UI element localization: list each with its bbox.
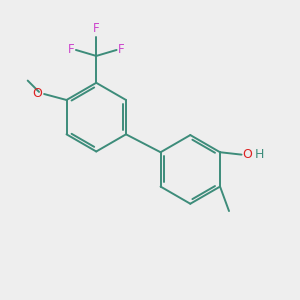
Text: H: H xyxy=(255,148,264,161)
Text: O: O xyxy=(243,148,253,161)
Text: O: O xyxy=(33,87,43,100)
Text: F: F xyxy=(118,44,125,56)
Text: F: F xyxy=(68,44,74,56)
Text: F: F xyxy=(93,22,100,35)
